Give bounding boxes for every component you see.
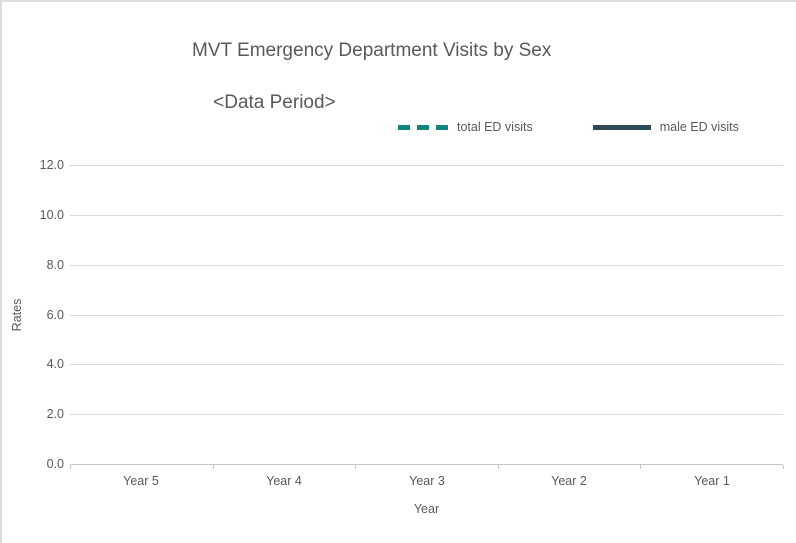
x-axis-title: Year bbox=[413, 502, 440, 516]
y-tick-label: 6.0 bbox=[46, 308, 64, 322]
x-axis-tick bbox=[640, 465, 641, 469]
y-axis-title: Rates bbox=[10, 298, 24, 332]
x-axis-tick bbox=[783, 465, 784, 469]
legend-entry-total: total ED visits bbox=[398, 119, 533, 135]
x-tick-label: Year 3 bbox=[409, 474, 445, 488]
gridline bbox=[70, 165, 783, 166]
gridline bbox=[70, 215, 783, 216]
y-tick-label: 10.0 bbox=[39, 208, 64, 222]
x-axis-tick bbox=[355, 465, 356, 469]
y-tick-label: 8.0 bbox=[46, 258, 64, 272]
gridline bbox=[70, 414, 783, 415]
legend-label-total: total ED visits bbox=[457, 120, 533, 134]
x-axis-line bbox=[70, 464, 783, 465]
x-tick-label: Year 1 bbox=[694, 474, 730, 488]
gridline bbox=[70, 364, 783, 365]
y-tick-label: 4.0 bbox=[46, 357, 64, 371]
gridline bbox=[70, 265, 783, 266]
x-axis-tick bbox=[213, 465, 214, 469]
chart-title: MVT Emergency Department Visits by Sex <… bbox=[192, 38, 551, 142]
legend: total ED visits male ED visits bbox=[398, 119, 739, 135]
chart-title-line2: <Data Period> bbox=[213, 92, 336, 113]
x-tick-label: Year 5 bbox=[123, 474, 159, 488]
gridline bbox=[70, 315, 783, 316]
y-tick-label: 2.0 bbox=[46, 407, 64, 421]
y-tick-label: 0.0 bbox=[46, 457, 64, 471]
y-tick-label: 12.0 bbox=[39, 158, 64, 172]
male-series-solid-line-swatch bbox=[592, 124, 651, 130]
legend-label-male: male ED visits bbox=[659, 120, 739, 134]
total-series-dashed-line-swatch bbox=[398, 124, 448, 130]
legend-entry-male: male ED visits bbox=[592, 119, 739, 135]
x-tick-label: Year 4 bbox=[266, 474, 302, 488]
x-tick-label: Year 2 bbox=[551, 474, 587, 488]
x-axis-tick bbox=[70, 465, 71, 469]
chart-title-line1: MVT Emergency Department Visits by Sex bbox=[192, 40, 552, 61]
x-axis-tick bbox=[498, 465, 499, 469]
